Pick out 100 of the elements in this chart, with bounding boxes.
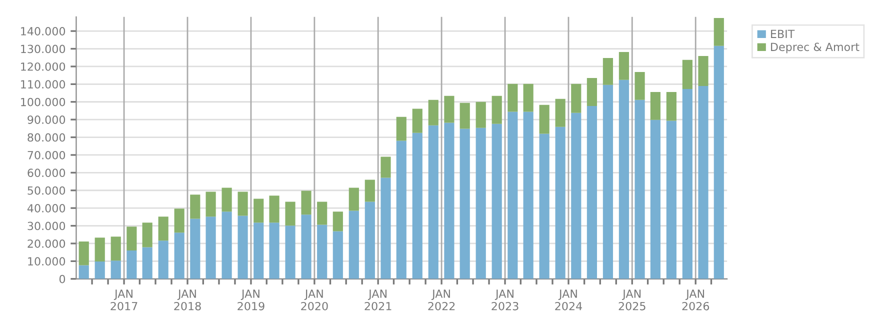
x-tick-label: JAN 2017 — [110, 290, 138, 310]
bar — [269, 196, 280, 223]
y-tick-label: 130.000 — [21, 44, 66, 54]
bar — [110, 260, 121, 279]
bar — [190, 194, 200, 219]
bar — [285, 202, 296, 226]
bar — [94, 262, 105, 279]
y-tick-label: 80.000 — [28, 133, 66, 142]
bar — [190, 218, 200, 279]
bar — [460, 102, 470, 129]
bar — [508, 112, 518, 279]
x-tick-label: JAN 2024 — [555, 290, 582, 310]
y-tick-label: 70.000 — [28, 150, 66, 160]
bar — [222, 212, 232, 279]
bar — [714, 18, 724, 46]
bar — [523, 84, 534, 112]
bar — [666, 92, 676, 121]
bar — [174, 232, 184, 279]
bar — [412, 132, 422, 279]
bar — [206, 216, 216, 279]
bar — [78, 265, 89, 279]
x-tick-label: JAN 2019 — [238, 290, 264, 310]
bar — [269, 222, 280, 279]
bar — [618, 80, 630, 279]
x-tick-label: JAN 2025 — [618, 290, 646, 310]
bar — [142, 247, 152, 279]
bar — [206, 192, 216, 217]
y-tick-label: 20.000 — [28, 239, 66, 248]
bar — [682, 60, 692, 89]
bar — [444, 122, 454, 279]
x-tick-label: JAN 2023 — [492, 290, 518, 310]
bar — [142, 222, 152, 248]
bar — [254, 222, 264, 279]
bar — [571, 112, 582, 279]
legend-label: EBIT — [771, 30, 795, 38]
bar — [618, 52, 630, 80]
bar — [238, 216, 248, 279]
y-tick-label: 120.000 — [21, 62, 66, 71]
x-tick-label: JAN 2018 — [174, 290, 201, 310]
bar — [634, 100, 645, 279]
x-tick-label: JAN 2020 — [301, 290, 328, 310]
bar — [714, 46, 724, 279]
bar — [650, 120, 660, 279]
bar — [523, 112, 534, 279]
bar — [94, 238, 105, 262]
x-tick-label: JAN 2022 — [428, 290, 455, 310]
bar — [508, 84, 518, 112]
bar — [650, 92, 660, 120]
bar — [222, 188, 232, 212]
y-tick-label: 110.000 — [21, 80, 66, 89]
bar — [110, 236, 121, 261]
bar — [238, 192, 248, 216]
bar — [380, 156, 391, 178]
bar — [476, 102, 486, 128]
bar — [602, 84, 614, 279]
bar — [412, 108, 422, 133]
y-tick-label: 10.000 — [28, 257, 66, 266]
bar — [348, 210, 359, 279]
bar — [586, 78, 598, 106]
bar — [555, 98, 566, 127]
bar — [380, 178, 391, 279]
bar — [126, 226, 137, 251]
legend-label: Deprec & Amort — [771, 42, 860, 54]
y-tick-label: 40.000 — [27, 204, 66, 212]
y-tick-label: 90.000 — [28, 116, 66, 124]
bar — [396, 116, 406, 141]
bar — [78, 242, 89, 266]
y-tick-label: 60.000 — [28, 168, 66, 178]
bar — [158, 240, 168, 279]
bar — [666, 120, 676, 279]
bar — [317, 202, 328, 225]
bar — [364, 180, 375, 202]
bar — [571, 84, 582, 113]
y-tick-label: 140.000 — [21, 27, 66, 36]
bar — [698, 56, 708, 86]
y-tick-label: 30.000 — [28, 222, 66, 230]
bar — [539, 104, 550, 134]
y-tick-label: 0 — [59, 274, 66, 284]
bar — [332, 231, 343, 279]
bar — [634, 72, 645, 100]
bar — [254, 198, 264, 223]
bar — [492, 96, 502, 124]
bar — [492, 124, 502, 279]
bar — [158, 216, 168, 241]
bar — [682, 88, 692, 279]
bar — [428, 125, 438, 279]
bar — [317, 224, 328, 279]
bar — [348, 188, 359, 211]
x-tick-label: JAN 2021 — [364, 290, 392, 310]
bar — [476, 128, 486, 279]
bar — [396, 140, 406, 279]
bar — [555, 126, 566, 279]
bar — [698, 86, 708, 279]
bar — [602, 58, 614, 85]
y-tick-label: 50.000 — [28, 186, 66, 195]
bar — [126, 250, 137, 279]
bar — [301, 214, 312, 279]
bar — [444, 96, 454, 123]
bar — [460, 128, 470, 279]
bar — [428, 100, 438, 126]
